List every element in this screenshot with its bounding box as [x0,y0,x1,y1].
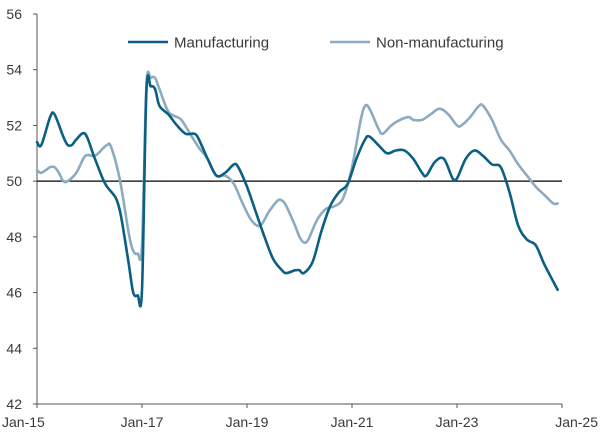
y-tick-label: 56 [6,6,22,22]
series-layer [35,70,559,308]
x-tick-label: Jan-15 [2,414,45,430]
x-axis-ticks: Jan-15 Jan-17 Jan-19 Jan-21 Jan-23 Jan-25 [2,404,598,430]
y-tick-label: 44 [6,340,22,356]
y-tick-label: 42 [6,396,22,412]
y-axis-ticks: 42 44 46 48 50 52 54 56 [6,6,37,412]
x-tick-label: Jan-17 [121,414,164,430]
x-tick-label: Jan-25 [555,414,598,430]
x-tick-label: Jan-21 [331,414,374,430]
y-tick-label: 48 [6,229,22,245]
legend: Manufacturing Non-manufacturing [128,35,504,52]
y-tick-label: 54 [6,62,22,78]
legend-label: Manufacturing [174,35,269,52]
x-tick-label: Jan-23 [436,414,479,430]
series-line-non-manufacturing [35,70,559,262]
y-tick-label: 46 [6,285,22,301]
series-line-manufacturing [35,74,559,308]
x-tick-label: Jan-19 [226,414,269,430]
legend-label: Non-manufacturing [376,35,504,52]
y-tick-label: 50 [6,173,22,189]
y-tick-label: 52 [6,117,22,133]
